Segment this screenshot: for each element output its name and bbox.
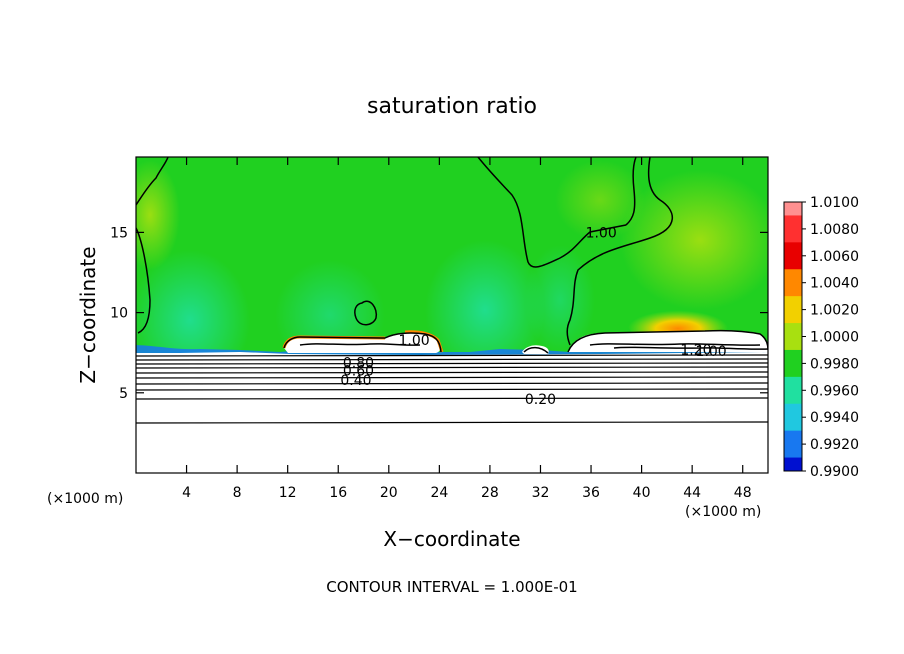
field-plume — [425, 240, 545, 380]
plot-frame — [135, 156, 769, 474]
contour-line — [136, 366, 768, 369]
contour-1.00 — [136, 157, 768, 354]
x-tick-label: 36 — [582, 485, 600, 501]
colorbar-label: 0.9900 — [810, 464, 859, 480]
contour-label: 0.20 — [525, 392, 556, 408]
contour-line — [283, 332, 442, 353]
y-tick-label: 5 — [119, 386, 128, 402]
colorbar-label: 1.0100 — [810, 195, 859, 211]
contour-line — [136, 227, 151, 334]
colorbar-swatch — [784, 215, 802, 243]
x-tick-label: 28 — [481, 485, 499, 501]
colorbar-label: 1.0000 — [810, 330, 859, 346]
x-tick-label: 48 — [734, 485, 752, 501]
colorbar-swatch — [784, 403, 802, 432]
contour-label: 1.00 — [696, 344, 727, 360]
colorbar-label: 0.9960 — [810, 383, 859, 399]
contour-label: 0.40 — [340, 373, 371, 389]
x-tick-label: 40 — [633, 485, 651, 501]
colorbar-swatch — [784, 269, 802, 297]
contour-line — [523, 346, 549, 354]
colorbar-swatch — [784, 296, 802, 324]
contour-label: 1.00 — [586, 225, 617, 241]
chart-title: saturation ratio — [367, 94, 537, 119]
x-tick-label: 44 — [683, 485, 701, 501]
contour-line — [136, 397, 768, 400]
saturation-field — [136, 157, 768, 473]
x-tick-label: 4 — [182, 485, 191, 501]
contour-stratified — [136, 354, 768, 424]
x-tick-label: 12 — [279, 485, 297, 501]
field-lime-patch — [136, 160, 180, 270]
contour-interval-note: CONTOUR INTERVAL = 1.000E-01 — [326, 578, 577, 596]
x-axis-label: X−coordinate — [383, 527, 520, 551]
field-cloud-blob — [568, 330, 768, 352]
colorbar-swatch — [784, 202, 802, 216]
colorbar-label: 1.0020 — [810, 303, 859, 319]
y-tick-label: 10 — [110, 306, 128, 322]
contour-line — [566, 157, 674, 346]
contour-line — [136, 388, 768, 391]
contour-line — [589, 343, 761, 346]
contour-label: 0.80 — [343, 355, 374, 371]
y-axis-label: Z−coordinate — [76, 246, 100, 383]
field-cloud-blob — [522, 345, 549, 354]
contour-line — [136, 358, 768, 361]
x-axis: 4 8 12 16 20 24 28 32 36 40 44 48 — [182, 157, 752, 501]
colorbar-label: 1.0060 — [810, 249, 859, 265]
contour-line — [136, 421, 768, 424]
contour-line — [136, 382, 768, 385]
colorbar-label: 0.9980 — [810, 356, 859, 372]
colorbar-swatch — [784, 457, 802, 472]
colorbar-swatch — [784, 242, 802, 270]
contour-labels: 1.001.001.201.000.800.600.400.20 — [340, 225, 726, 408]
contour-line — [136, 371, 768, 374]
x-tick-label: 16 — [329, 485, 347, 501]
colorbar-label: 0.9940 — [810, 410, 859, 426]
x-unit-left: (×1000 m) — [47, 491, 123, 507]
contour-line — [354, 300, 378, 326]
contour-line — [299, 343, 421, 346]
contour-line — [136, 157, 169, 206]
field-lime-patch — [555, 160, 645, 240]
contour-label: 0.60 — [343, 363, 374, 379]
field-blue-strip — [136, 345, 768, 356]
field-cloud-deck — [136, 352, 768, 473]
contour-label: 1.20 — [680, 342, 711, 358]
field-lime-patch — [620, 170, 768, 310]
contour-line — [567, 329, 768, 353]
colorbar-label: 1.0040 — [810, 276, 859, 292]
colorbar-swatch — [784, 376, 802, 405]
contour-line — [136, 362, 768, 365]
colorbar-swatch — [784, 349, 802, 378]
x-tick-label: 8 — [233, 485, 242, 501]
contour-line — [136, 376, 768, 379]
x-tick-label: 32 — [532, 485, 550, 501]
contour-line — [477, 157, 627, 268]
contour-line — [625, 157, 637, 226]
colorbar-label: 1.0080 — [810, 222, 859, 238]
contour-label: 1.00 — [398, 333, 429, 349]
colorbar-swatch — [784, 430, 802, 459]
x-unit-right: (×1000 m) — [685, 504, 761, 520]
colorbar-label: 0.9920 — [810, 437, 859, 453]
contour-line — [613, 346, 768, 350]
colorbar-swatch — [784, 323, 802, 351]
contour-line — [136, 354, 768, 357]
colorbar: 1.0100 1.0080 1.0060 1.0040 1.0020 1.0000 0.99… — [783, 195, 859, 480]
x-tick-label: 24 — [430, 485, 448, 501]
y-axis: 5 10 15 — [110, 225, 768, 402]
y-tick-label: 15 — [110, 225, 128, 241]
x-tick-label: 20 — [380, 485, 398, 501]
